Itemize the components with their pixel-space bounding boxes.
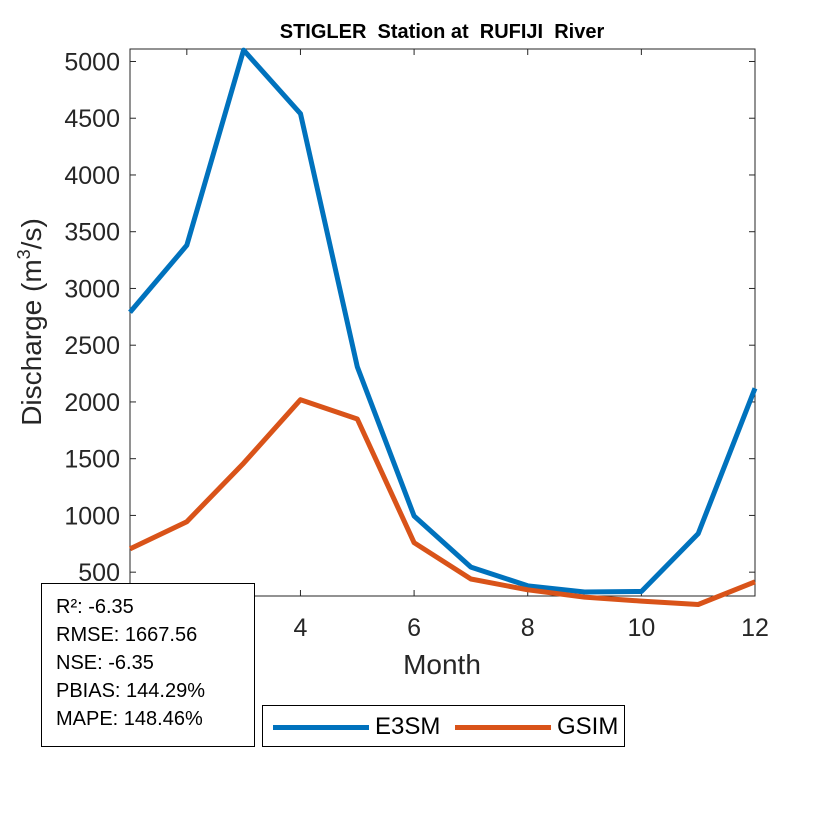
stat-r2: R²: -6.35	[56, 596, 134, 618]
stat-rmse: RMSE: 1667.56	[56, 624, 198, 646]
x-tick-label-1: 4	[294, 614, 308, 642]
y-tick-label-0: 500	[78, 559, 120, 587]
y-tick-label-6: 3500	[64, 219, 120, 247]
legend-label-e3sm: E3SM	[375, 713, 441, 740]
x-tick-label-5: 12	[741, 614, 769, 642]
stats-box: R²: -6.35 RMSE: 1667.56 NSE: -6.35 PBIAS…	[41, 583, 255, 747]
y-tick-label-7: 4000	[64, 162, 120, 190]
series-lines	[128, 47, 758, 607]
y-tick-label-1: 1000	[64, 502, 120, 530]
y-axis-label-end: /s)	[16, 218, 47, 249]
y-tick-label-9: 5000	[64, 48, 120, 76]
chart-title: STIGLER Station at RUFIJI River	[280, 21, 605, 43]
y-axis-label-text: Discharge (m	[16, 259, 47, 425]
y-axis-label-sup: 3	[14, 249, 34, 259]
y-tick-label-5: 3000	[64, 275, 120, 303]
stat-mape: MAPE: 148.46%	[56, 708, 203, 730]
y-axis: 500 1000 1500 2000 2500 3000 3500 4000 4500 5000	[64, 48, 755, 587]
legend-label-gsim: GSIM	[557, 713, 619, 740]
x-tick-label-3: 8	[521, 614, 535, 642]
y-tick-label-3: 2000	[64, 389, 120, 417]
x-tick-label-4: 10	[627, 614, 655, 642]
legend-swatch-e3sm	[273, 725, 369, 730]
y-axis-label: Discharge (m3/s)	[14, 218, 47, 426]
y-tick-label-4: 2500	[64, 332, 120, 360]
series-line-e3sm	[128, 47, 758, 595]
x-axis-label: Month	[403, 649, 481, 680]
y-tick-label-8: 4500	[64, 105, 120, 133]
plot-area	[129, 48, 756, 597]
legend: E3SM GSIM	[262, 705, 625, 747]
x-tick-label-2: 6	[407, 614, 421, 642]
stat-pbias: PBIAS: 144.29%	[56, 680, 205, 702]
y-tick-label-2: 1500	[64, 446, 120, 474]
legend-swatch-gsim	[455, 725, 551, 730]
series-line-gsim	[128, 397, 756, 607]
stat-nse: NSE: -6.35	[56, 652, 154, 674]
